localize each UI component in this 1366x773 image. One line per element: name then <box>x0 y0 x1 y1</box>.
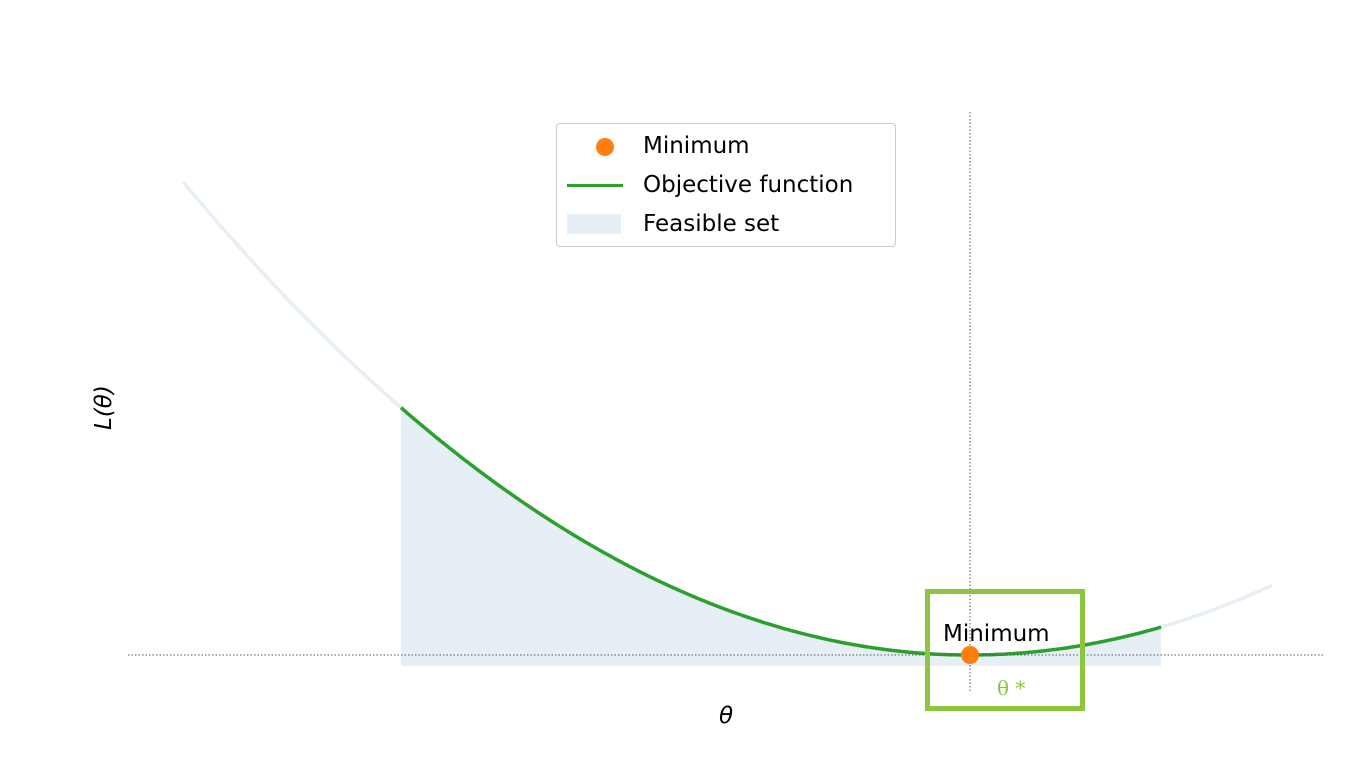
theta-star-label: θ * <box>997 676 1026 700</box>
legend-item-objective: Objective function <box>557 169 895 203</box>
legend-item-feasible: Feasible set <box>557 208 895 242</box>
x-axis-label: θ <box>719 703 733 729</box>
legend-key-line <box>567 169 623 203</box>
legend-key-patch <box>567 208 621 242</box>
objective-function-line <box>399 406 1162 657</box>
legend-label: Objective function <box>643 172 854 198</box>
legend-item-minimum: Minimum <box>557 130 895 164</box>
legend-label: Minimum <box>643 133 750 159</box>
objective-curve-outside <box>181 180 1273 657</box>
theta-star-highlight-box <box>925 589 1085 711</box>
minimum-annotation: Minimum <box>943 621 1050 647</box>
legend-label: Feasible set <box>643 211 780 237</box>
legend-key-marker <box>567 130 621 164</box>
y-axis-label: L(θ) <box>91 385 117 430</box>
legend: Minimum Objective function Feasible set <box>556 123 896 247</box>
minimum-point <box>961 646 979 664</box>
feasible-set-region <box>401 407 1161 666</box>
